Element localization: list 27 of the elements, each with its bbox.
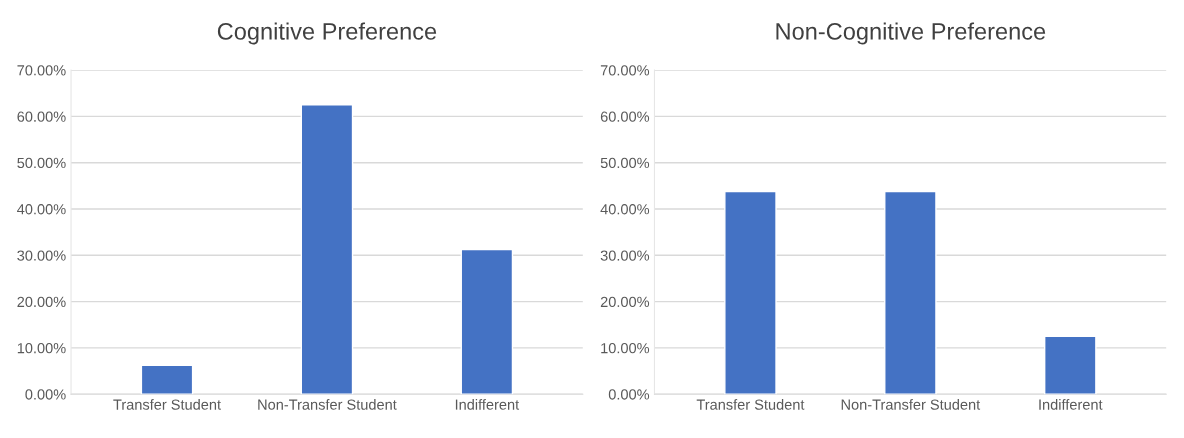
y-tick-label: 0.00% <box>608 389 650 400</box>
y-tick-label: 60.00% <box>17 111 66 122</box>
y-tick-label: 30.00% <box>17 250 66 261</box>
y-tick-label: 50.00% <box>17 157 66 169</box>
y-tick-label: 20.00% <box>17 296 66 308</box>
y-tick-label: 20.00% <box>600 296 650 308</box>
y-tick-label: 10.00% <box>601 343 650 354</box>
bar <box>460 248 514 395</box>
x-tick-label: Indifferent <box>455 399 520 410</box>
x-tick-label: Non-Transfer Student <box>258 399 397 410</box>
bar <box>300 104 354 395</box>
chart-title: Cognitive Preference <box>217 22 437 45</box>
x-tick-label: Non-Transfer Student <box>841 399 981 410</box>
y-tick-label: 70.00% <box>600 65 650 76</box>
bar <box>140 364 194 395</box>
y-tick-label: 10.00% <box>17 343 66 354</box>
y-tick-label: 50.00% <box>600 157 650 169</box>
y-tick-label: 40.00% <box>17 204 66 215</box>
y-tick-label: 70.00% <box>17 65 66 76</box>
y-tick-label: 40.00% <box>600 204 650 215</box>
x-tick-label: Transfer Student <box>113 399 221 410</box>
y-tick-label: 0.00% <box>25 389 66 400</box>
x-tick-label: Indifferent <box>1039 399 1103 410</box>
chart-title: Non-Cognitive Preference <box>776 22 1046 45</box>
y-tick-label: 30.00% <box>600 250 650 261</box>
x-tick-label: Transfer Student <box>696 399 805 410</box>
y-tick-label: 60.00% <box>600 111 650 122</box>
